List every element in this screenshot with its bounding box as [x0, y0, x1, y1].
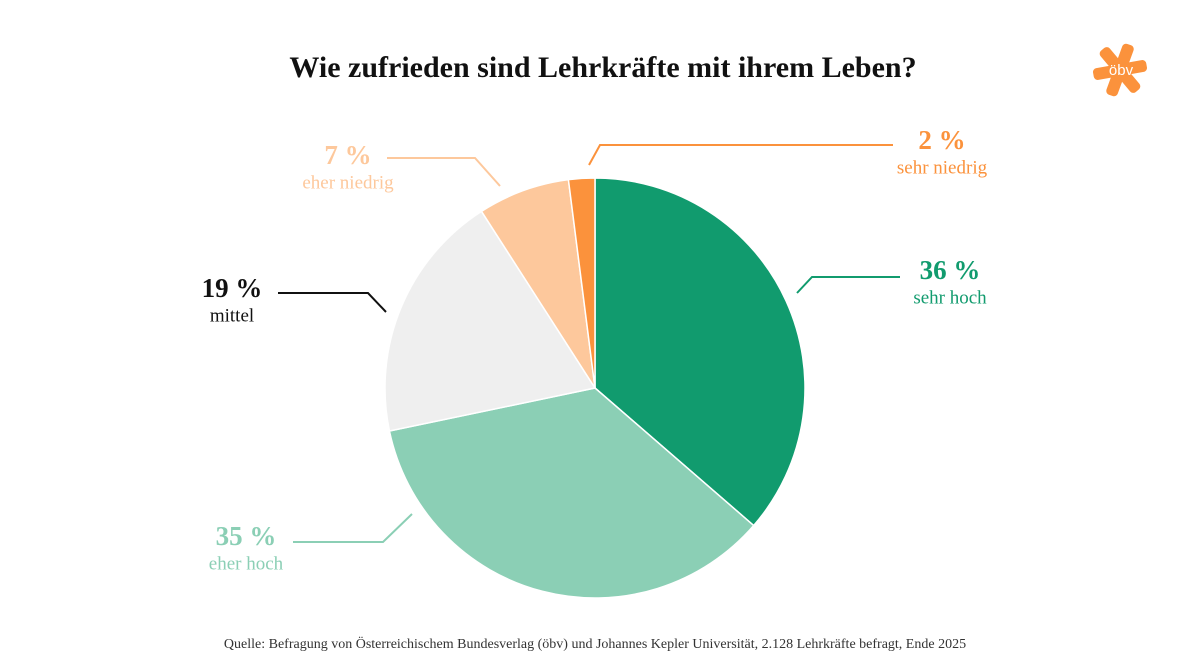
data-label: 35 %	[216, 521, 277, 551]
data-label: 36 %	[920, 255, 981, 285]
category-label: sehr niedrig	[897, 157, 988, 178]
chart-title: Wie zufrieden sind Lehrkräfte mit ihrem …	[289, 51, 916, 84]
leader-line	[293, 513, 413, 543]
data-label: 7 %	[324, 140, 371, 170]
data-label: 19 %	[202, 273, 263, 303]
category-label: eher niedrig	[302, 172, 394, 193]
logo: öbv	[1093, 43, 1147, 97]
leader-line	[588, 144, 893, 166]
data-label: 2 %	[918, 125, 965, 155]
leader-line	[387, 157, 501, 187]
pie-slice	[567, 177, 596, 389]
pie-slice	[384, 210, 597, 432]
leader-line	[796, 276, 900, 294]
leader-line	[278, 292, 387, 313]
logo-text: öbv	[1109, 62, 1134, 79]
category-label: mittel	[210, 305, 254, 326]
category-label: sehr hoch	[913, 287, 987, 308]
pie-slice	[594, 177, 806, 527]
source-note: Quelle: Befragung von Österreichischem B…	[224, 635, 966, 652]
category-label: eher hoch	[209, 553, 284, 574]
pie-slice	[388, 387, 755, 599]
